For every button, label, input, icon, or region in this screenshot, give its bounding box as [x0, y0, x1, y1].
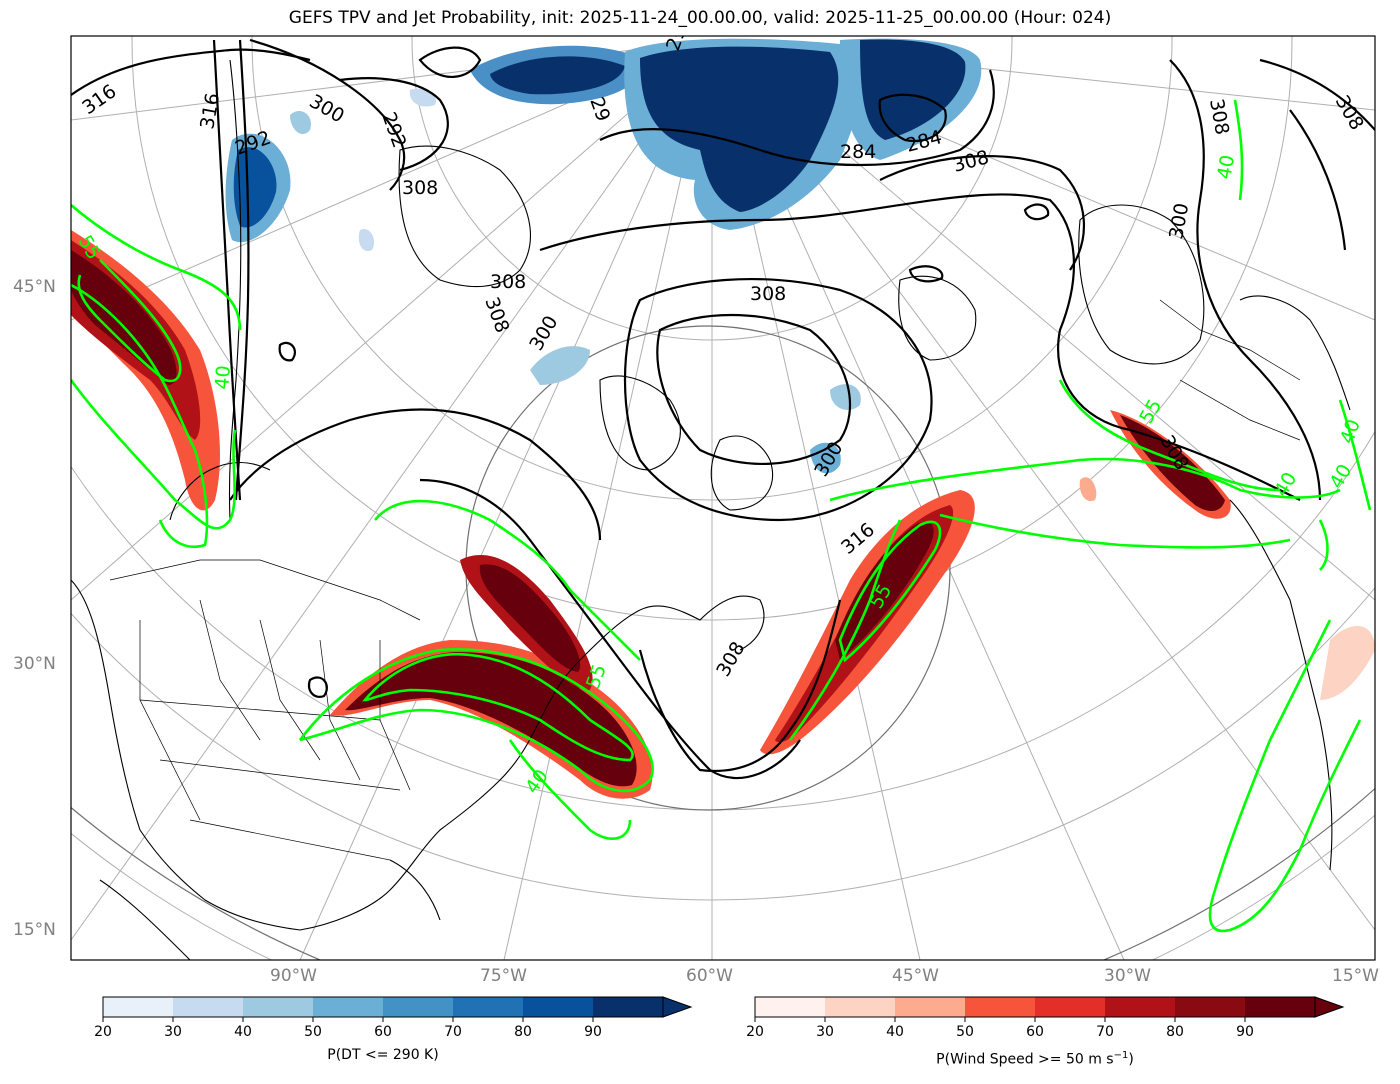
lon-label: 30°W — [1104, 966, 1151, 986]
colorbar-segment — [895, 997, 966, 1017]
colorbar-segment — [243, 997, 314, 1017]
jet-probability-fill — [71, 230, 1375, 799]
colorbar-segment — [1105, 997, 1176, 1017]
colorbar-segment — [173, 997, 244, 1017]
lon-label: 60°W — [686, 966, 733, 986]
jet-colorbar-label: P(Wind Speed >= 50 m s−1) — [936, 1050, 1134, 1068]
colorbar-segment — [1035, 997, 1106, 1017]
lat-label: 30°N — [13, 654, 56, 674]
colorbar-tick-label: 50 — [304, 1024, 322, 1040]
colorbar-tick-label: 80 — [1166, 1024, 1184, 1040]
colorbar-tick-label: 40 — [234, 1024, 252, 1040]
jet-label: 40 — [1213, 153, 1239, 181]
colorbar-tick-label: 90 — [584, 1024, 602, 1040]
colorbar-segment — [1175, 997, 1246, 1017]
colorbar-tick-label: 30 — [164, 1024, 182, 1040]
tpv-colorbar-label: P(DT <= 290 K) — [327, 1047, 439, 1063]
colorbar-segment — [453, 997, 524, 1017]
jet-colorbar — [754, 996, 1345, 1022]
colorbar-tick-label: 40 — [886, 1024, 904, 1040]
colorbar-segment — [593, 997, 664, 1017]
theta-label: 284 — [840, 141, 876, 163]
lon-label: 45°W — [892, 966, 939, 986]
colorbar-tick-label: 90 — [1236, 1024, 1254, 1040]
colorbar-segment — [755, 997, 826, 1017]
colorbar-tick-label: 80 — [514, 1024, 532, 1040]
theta-label: 308 — [750, 283, 786, 305]
colorbar-tick-label: 20 — [746, 1024, 764, 1040]
colorbar-segment — [825, 997, 896, 1017]
lat-label: 15°N — [13, 920, 56, 940]
colorbar-tick-label: 70 — [1096, 1024, 1114, 1040]
political-borders — [109, 299, 1301, 861]
jet-label: 40 — [211, 364, 235, 390]
colorbar-tick-label: 60 — [1026, 1024, 1044, 1040]
lon-label: 75°W — [480, 966, 527, 986]
theta-contours — [71, 38, 1375, 780]
lon-label: 15°W — [1332, 966, 1379, 986]
coastlines — [71, 59, 1351, 960]
colorbar-tick-label: 60 — [374, 1024, 392, 1040]
colorbar-segment — [1245, 997, 1316, 1017]
tpv-probability-fill — [225, 38, 982, 474]
theta-label: 308 — [490, 271, 526, 293]
colorbar-tick-label: 50 — [956, 1024, 974, 1040]
lon-label: 90°W — [270, 966, 317, 986]
colorbar-segment — [523, 997, 594, 1017]
colorbar-segment — [383, 997, 454, 1017]
colorbar-tick-label: 70 — [444, 1024, 462, 1040]
colorbar-extend-arrow — [662, 996, 693, 1018]
colorbar-tick-label: 30 — [816, 1024, 834, 1040]
map-frame — [70, 35, 1376, 961]
jet-contours — [71, 99, 1372, 933]
theta-label: 29 — [662, 23, 691, 53]
colorbar-extend-arrow — [1314, 996, 1345, 1018]
lat-label: 45°N — [13, 277, 56, 297]
colorbar-segment — [313, 997, 384, 1017]
colorbar-segment — [965, 997, 1036, 1017]
theta-label: 308 — [402, 177, 438, 199]
colorbar-segment — [103, 997, 174, 1017]
colorbar-tick-label: 20 — [94, 1024, 112, 1040]
tpv-colorbar — [102, 996, 693, 1022]
map-title: GEFS TPV and Jet Probability, init: 2025… — [288, 8, 1112, 28]
